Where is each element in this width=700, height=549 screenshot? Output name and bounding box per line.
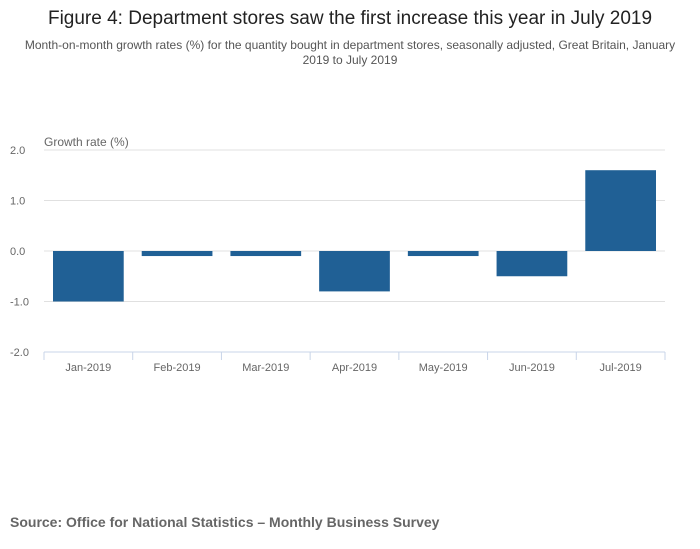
bar-jan-2019 xyxy=(53,251,124,302)
y-tick-label: -2.0 xyxy=(10,347,29,359)
y-tick-label: 1.0 xyxy=(10,196,25,208)
y-axis-label: Growth rate (%) xyxy=(44,135,129,149)
source-note: Source: Office for National Statistics –… xyxy=(10,514,440,530)
bar-apr-2019 xyxy=(319,251,390,292)
bar-mar-2019 xyxy=(230,251,302,257)
x-tick-label: Jan-2019 xyxy=(65,362,111,374)
x-tick-label: Apr-2019 xyxy=(332,362,377,374)
bar-feb-2019 xyxy=(141,251,213,257)
bar-chart: 2.0 1.0 0.0 -1.0 -2.0 Growth rate (%) Jan-2019… xyxy=(10,135,666,374)
x-tick-label: Jul-2019 xyxy=(600,362,642,374)
y-tick-label: 0.0 xyxy=(10,246,25,258)
x-tick-label: May-2019 xyxy=(419,362,468,374)
x-tick-label: Jun-2019 xyxy=(509,362,555,374)
y-tick-label: -1.0 xyxy=(10,297,29,309)
chart-title: Figure 4: Department stores saw the firs… xyxy=(47,8,653,29)
bar-jun-2019 xyxy=(496,251,568,277)
x-tick-label: Mar-2019 xyxy=(242,362,289,374)
y-tick-label: 2.0 xyxy=(10,145,25,157)
x-tick-label: Feb-2019 xyxy=(154,362,201,374)
bar-may-2019 xyxy=(407,251,479,257)
chart-subtitle: Month-on-month growth rates (%) for the … xyxy=(24,38,676,67)
bar-jul-2019 xyxy=(585,170,656,251)
